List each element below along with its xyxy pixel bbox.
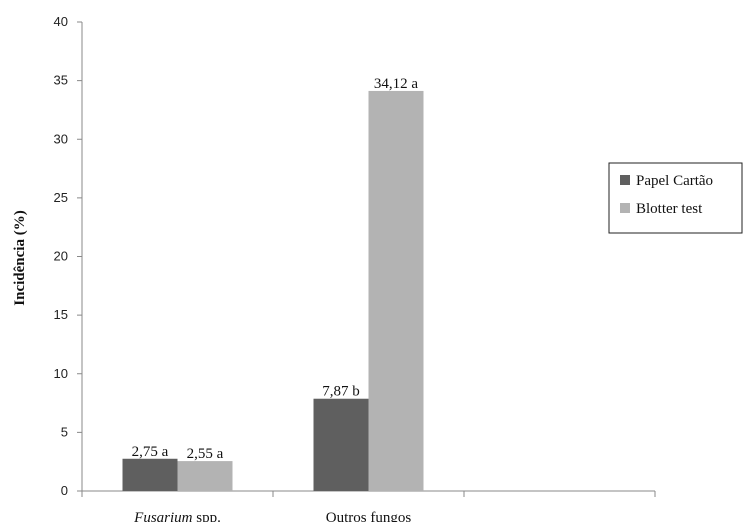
y-axis-title: Incidência (%) [12, 210, 28, 305]
bars [122, 90, 424, 492]
x-tick-label: Fusarium spp. [133, 510, 221, 522]
bar [313, 398, 369, 491]
y-tick-label: 15 [54, 307, 68, 322]
bar-labels: 2,75 a 2,55 a 7,87 b 34,12 a [132, 76, 419, 462]
x-tick-label-italic: Fusarium [133, 510, 193, 522]
y-axis: 0 5 10 15 20 25 30 35 40 [54, 14, 83, 498]
bar-value-label: 2,55 a [187, 446, 224, 462]
legend-label: Blotter test [636, 201, 703, 217]
y-tick-label: 5 [61, 424, 68, 439]
x-tick-label-text: Outros fungos [326, 510, 412, 522]
bar-value-label: 34,12 a [374, 76, 419, 92]
legend-box [608, 162, 743, 234]
bar-value-label: 7,87 b [322, 384, 360, 400]
legend-swatch [620, 203, 630, 213]
bar-value-label: 2,75 a [132, 444, 169, 460]
x-tick-label-text: spp. [193, 510, 221, 522]
bar [368, 90, 424, 492]
category-labels: Fusarium spp. Outros fungos [133, 510, 411, 522]
legend-swatch [620, 175, 630, 185]
legend: Papel Cartão Blotter test [608, 162, 743, 234]
y-tick-label: 0 [61, 483, 68, 498]
y-tick-label: 25 [54, 190, 68, 205]
y-tick-label: 10 [54, 366, 68, 381]
bar [177, 461, 233, 491]
y-tick-label: 35 [54, 73, 68, 88]
x-tick-label: Outros fungos [326, 510, 412, 522]
x-axis [81, 490, 656, 497]
bar [122, 458, 178, 491]
y-tick-label: 40 [54, 14, 68, 29]
y-tick-label: 20 [54, 249, 68, 264]
legend-label: Papel Cartão [636, 173, 713, 189]
y-tick-label: 30 [54, 131, 68, 146]
